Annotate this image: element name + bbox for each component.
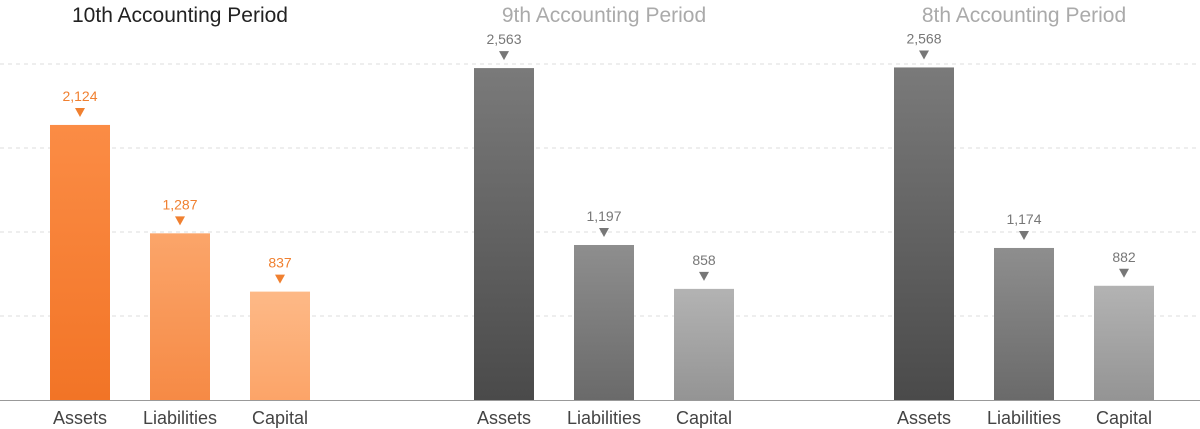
- bar-capital: [674, 288, 734, 400]
- bar-assets: [894, 67, 954, 400]
- category-label: Liabilities: [143, 408, 217, 428]
- bar-liabilities: [994, 247, 1054, 400]
- bar-assets: [50, 124, 110, 400]
- data-label: 2,124: [62, 88, 97, 104]
- value-pointer-icon: [175, 216, 185, 226]
- value-pointer-icon: [699, 271, 709, 281]
- data-label: 2,568: [906, 30, 941, 46]
- bar-assets: [474, 68, 534, 401]
- bar-capital: [250, 291, 310, 400]
- category-label: Assets: [897, 408, 951, 428]
- category-label: Liabilities: [987, 408, 1061, 428]
- data-label: 2,563: [486, 31, 521, 47]
- bar-liabilities: [150, 233, 210, 400]
- category-label: Assets: [477, 408, 531, 428]
- value-pointer-icon: [1019, 230, 1029, 240]
- value-pointer-icon: [599, 227, 609, 237]
- value-pointer-icon: [499, 51, 509, 61]
- group-title: 9th Accounting Period: [502, 4, 706, 27]
- value-pointer-icon: [75, 107, 85, 117]
- value-pointer-icon: [919, 50, 929, 60]
- data-label: 882: [1112, 249, 1136, 265]
- category-label: Capital: [252, 408, 308, 428]
- data-label: 1,174: [1006, 211, 1041, 227]
- category-label: Capital: [676, 408, 732, 428]
- category-label: Capital: [1096, 408, 1152, 428]
- group-title: 10th Accounting Period: [72, 4, 288, 27]
- data-label: 1,197: [586, 208, 621, 224]
- group-title: 8th Accounting Period: [922, 4, 1126, 27]
- value-pointer-icon: [1119, 268, 1129, 278]
- data-label: 837: [268, 255, 292, 271]
- data-label: 858: [692, 252, 716, 268]
- category-label: Assets: [53, 408, 107, 428]
- bar-capital: [1094, 285, 1154, 400]
- value-pointer-icon: [275, 274, 285, 284]
- category-label: Liabilities: [567, 408, 641, 428]
- bar-liabilities: [574, 244, 634, 400]
- data-label: 1,287: [162, 196, 197, 212]
